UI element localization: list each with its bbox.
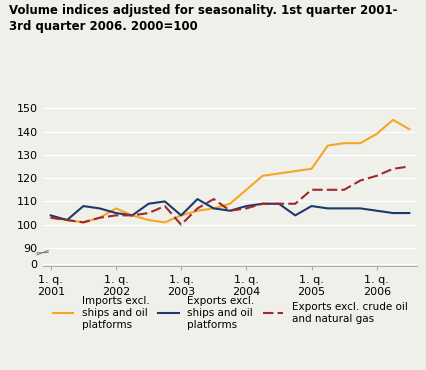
Text: Volume indices adjusted for seasonality. 1st quarter 2001-
3rd quarter 2006. 200: Volume indices adjusted for seasonality.… (9, 4, 397, 33)
Legend: Imports excl.
ships and oil
platforms, Exports excl.
ships and oil
platforms, Ex: Imports excl. ships and oil platforms, E… (52, 296, 408, 330)
